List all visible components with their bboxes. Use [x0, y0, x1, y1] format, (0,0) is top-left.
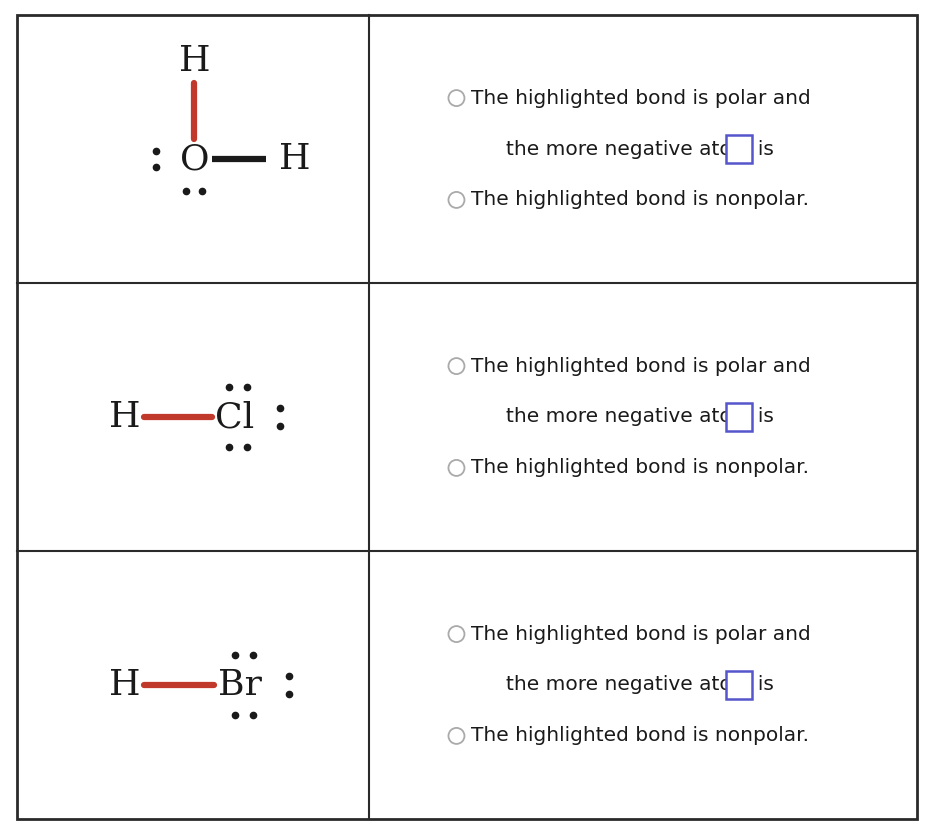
Circle shape: [448, 460, 464, 476]
Text: H: H: [278, 142, 310, 176]
Text: The highlighted bond is polar and: The highlighted bond is polar and: [472, 357, 812, 375]
Text: The highlighted bond is nonpolar.: The highlighted bond is nonpolar.: [472, 726, 810, 746]
Circle shape: [448, 192, 464, 208]
Text: H: H: [178, 44, 210, 78]
Bar: [727, 403, 753, 431]
Text: the more negative atom is: the more negative atom is: [506, 676, 774, 695]
Text: The highlighted bond is nonpolar.: The highlighted bond is nonpolar.: [472, 190, 810, 209]
Bar: [727, 671, 753, 699]
Circle shape: [448, 90, 464, 106]
Text: H: H: [108, 668, 140, 702]
Text: Br: Br: [218, 668, 262, 702]
Text: H: H: [108, 400, 140, 434]
Circle shape: [448, 728, 464, 744]
Bar: [727, 135, 753, 163]
Text: The highlighted bond is polar and: The highlighted bond is polar and: [472, 88, 812, 108]
Text: the more negative atom is: the more negative atom is: [506, 408, 774, 426]
Circle shape: [448, 626, 464, 642]
Text: The highlighted bond is nonpolar.: The highlighted bond is nonpolar.: [472, 459, 810, 477]
Circle shape: [448, 358, 464, 374]
Text: Cl: Cl: [215, 400, 254, 434]
Text: The highlighted bond is polar and: The highlighted bond is polar and: [472, 625, 812, 644]
Text: the more negative atom is: the more negative atom is: [506, 139, 774, 158]
Text: O: O: [179, 142, 209, 176]
